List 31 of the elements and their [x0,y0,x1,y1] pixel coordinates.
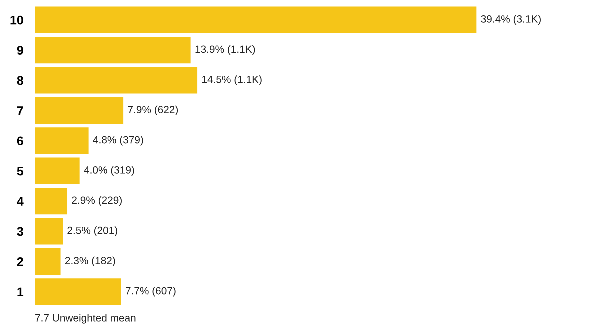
bar [35,278,122,306]
bar [35,97,124,124]
bar [35,6,477,34]
bar [35,188,68,215]
y-tick-label: 4 [17,197,24,206]
data-label: 14.5% (1.1K) [202,76,262,86]
data-label: 4.0% (319) [84,166,134,176]
data-label: 2.9% (229) [72,196,122,206]
y-tick-label: 7 [17,106,24,116]
bar [35,158,80,184]
y-tick-label: 1 [18,288,24,296]
bar [35,67,198,94]
data-label: 2.3% (182) [65,256,116,267]
data-label: 7.9% (622) [128,106,178,116]
y-tick-label: 6 [17,136,24,146]
y-tick-label: 9 [17,46,24,55]
bar [35,37,191,64]
bar [35,218,64,245]
data-label: 4.8% (379) [93,136,144,146]
y-tick-label: 10 [10,16,24,25]
data-label: 13.9% (1.1K) [196,45,256,56]
y-tick-label: 2 [17,258,24,266]
text: 7.7 Unweighted mean [36,314,136,324]
y-tick-label: 8 [17,76,24,86]
bar [35,128,89,154]
y-tick-label: 3 [17,227,24,236]
data-label: 2.5% (201) [68,226,118,236]
y-tick-label: 5 [17,167,24,176]
data-label: 39.4% (3.1K) [481,15,541,25]
bar [35,248,61,275]
data-label: 7.7% (607) [126,287,176,297]
